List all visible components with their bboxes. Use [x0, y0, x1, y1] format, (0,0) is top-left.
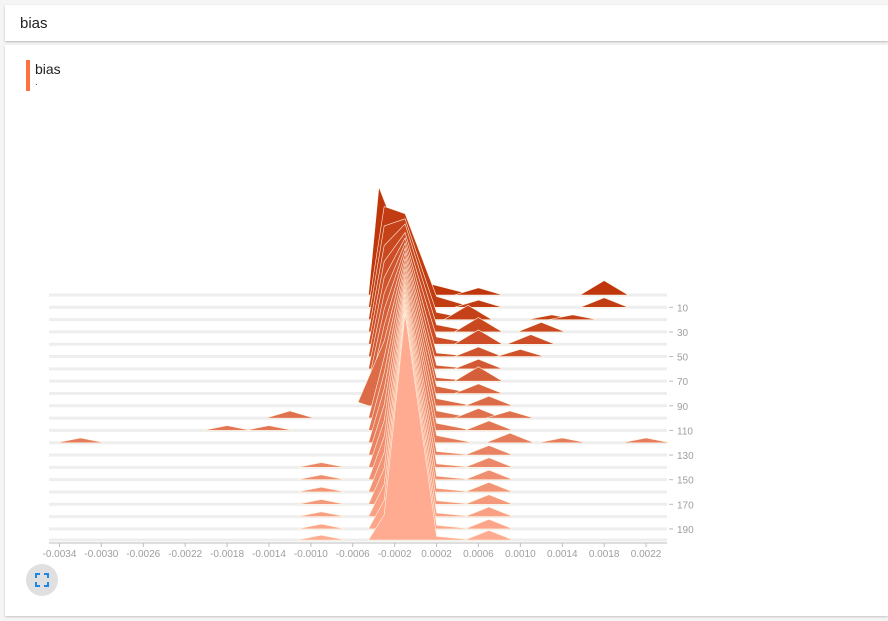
histogram-slice	[297, 313, 514, 541]
histogram-bump	[464, 482, 514, 493]
histogram-bump	[621, 437, 671, 444]
run-color-marker	[26, 60, 30, 91]
histogram-bump	[464, 494, 514, 505]
y-tick-label: 190	[677, 525, 694, 536]
histogram-bump	[464, 506, 514, 517]
histogram-bump	[496, 349, 545, 357]
histogram-bump	[453, 329, 504, 345]
x-tick-label: -0.0034	[43, 549, 77, 560]
histogram-bump	[464, 530, 514, 541]
histogram-bump	[454, 408, 503, 419]
page-header: bias	[5, 5, 888, 41]
histogram-bump	[297, 462, 346, 468]
y-tick-label: 90	[677, 402, 689, 413]
histogram-bump	[297, 523, 346, 530]
x-tick-label: 0.0006	[463, 549, 494, 560]
histogram-bump	[538, 437, 587, 444]
x-tick-label: -0.0030	[84, 549, 118, 560]
histogram-bump	[297, 474, 346, 480]
x-tick-label: -0.0014	[252, 549, 286, 560]
y-tick-label: 110	[677, 426, 693, 437]
y-tick-label: 170	[677, 500, 694, 511]
histogram-bump	[548, 314, 597, 320]
histogram-bump	[297, 486, 346, 493]
histogram-bump	[485, 410, 534, 419]
x-tick-label: 0.0022	[631, 549, 662, 560]
run-title: bias	[35, 61, 61, 77]
histogram-bump	[464, 457, 514, 468]
histogram-bump	[454, 299, 503, 308]
histogram-bump	[442, 304, 494, 320]
x-tick-label: 0.0010	[505, 549, 536, 560]
y-tick-label: 150	[677, 476, 694, 487]
histogram-bump	[454, 346, 503, 357]
histogram-bump	[464, 445, 514, 456]
histogram-bump	[56, 437, 105, 444]
x-tick-label: -0.0022	[168, 549, 202, 560]
histogram-area	[367, 313, 474, 541]
histogram-bump	[517, 322, 566, 333]
histogram-bump	[485, 432, 534, 444]
histogram-bump	[453, 366, 504, 382]
histogram-card: bias . -0.0034 -0.0030 -0.0026 -0.0022 -0.00…	[5, 45, 888, 616]
x-tick-label: -0.0006	[336, 549, 370, 560]
histogram-bump	[580, 297, 629, 308]
x-tick-label: -0.0002	[378, 549, 412, 560]
histogram-bump	[265, 410, 315, 419]
x-tick-label: -0.0026	[126, 549, 160, 560]
y-tick-label: 70	[677, 377, 689, 388]
histogram-bump	[464, 518, 514, 530]
histogram-bump	[297, 534, 346, 541]
histogram-chart: -0.0034 -0.0030 -0.0026 -0.0022 -0.0018 -0.00…	[43, 186, 694, 560]
x-tick-label: 0.0002	[421, 549, 452, 560]
x-tick-label: 0.0018	[589, 549, 620, 560]
histogram-bump	[203, 425, 252, 431]
fullscreen-icon	[35, 573, 49, 587]
histogram-bump	[464, 469, 514, 480]
histogram-bump	[506, 334, 555, 345]
histogram-bump	[464, 420, 514, 431]
x-tick-label: 0.0014	[547, 549, 578, 560]
x-tick-label: -0.0018	[210, 549, 244, 560]
y-tick-label: 30	[677, 328, 689, 339]
x-tick-label: -0.0010	[294, 549, 328, 560]
page-title: bias	[20, 15, 48, 32]
y-tick-label: 10	[677, 303, 689, 314]
histogram-bump	[579, 280, 630, 296]
histogram-bump	[454, 287, 503, 296]
y-tick-label: 50	[677, 353, 689, 364]
histogram-bump	[244, 425, 294, 431]
histogram-bump	[454, 383, 503, 394]
histogram-bump	[297, 499, 346, 505]
run-subtitle: .	[35, 77, 38, 88]
histogram-bump	[297, 511, 346, 517]
histogram-bump	[464, 395, 514, 407]
expand-button[interactable]	[26, 564, 58, 596]
y-tick-label: 130	[677, 451, 694, 462]
